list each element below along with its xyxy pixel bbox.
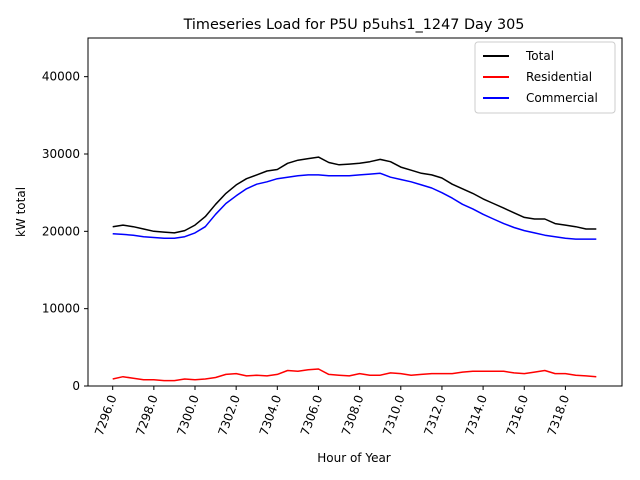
y-tick-label: 20000 [42,224,80,238]
series-line-total [112,156,597,234]
legend: Total Residential Commercial [474,41,616,114]
legend-label-total: Total [525,49,554,63]
legend-label-commercial: Commercial [526,91,598,105]
y-axis-title: kW total [14,187,28,237]
y-axis-ticks: 0 10000 20000 30000 40000 [42,70,88,393]
x-axis-title: Hour of Year [317,451,391,465]
axes-frame [87,37,623,387]
y-tick-label: 30000 [42,147,80,161]
legend-label-residential: Residential [526,70,592,84]
series-line-commercial [112,172,597,240]
series-lines [112,156,597,382]
series-line-residential [112,368,597,382]
y-tick-label: 10000 [42,302,80,316]
legend-box [474,41,616,114]
chart-title: Timeseries Load for P5U p5uhs1_1247 Day … [183,17,525,33]
y-tick-label: 40000 [42,70,80,84]
y-tick-label: 0 [72,379,80,393]
